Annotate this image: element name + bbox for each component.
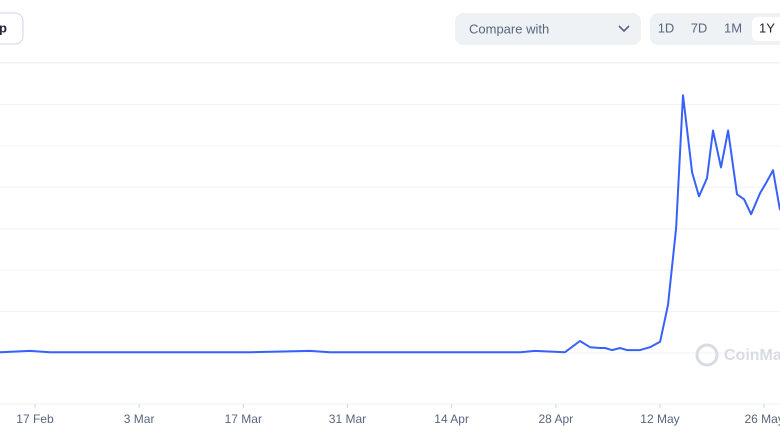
watermark: CoinMarketCap — [724, 347, 780, 364]
chevron — [618, 25, 630, 33]
range-button[interactable]: 1D — [658, 20, 675, 35]
range-button[interactable]: 7D — [691, 20, 708, 35]
x-tick-label: 3 Mar — [124, 412, 155, 426]
range-selected — [752, 17, 780, 41]
left-button-label: p — [0, 20, 7, 35]
price-line — [0, 94, 780, 354]
x-tick-label: 28 Apr — [538, 412, 573, 426]
x-tick-label: 26 May — [744, 412, 780, 426]
compare-label: Compare with — [469, 21, 549, 36]
x-tick-label: 17 Feb — [16, 412, 54, 426]
compare-dropdown[interactable] — [455, 13, 641, 45]
range-button[interactable]: 1M — [724, 20, 742, 35]
x-tick-label: 12 May — [640, 412, 679, 426]
watermark-logo — [695, 343, 719, 367]
range-button[interactable]: 1Y — [759, 20, 775, 35]
range-group — [650, 13, 780, 45]
left-button[interactable] — [0, 12, 24, 45]
x-tick-label: 17 Mar — [225, 412, 262, 426]
x-tick-label: 31 Mar — [329, 412, 366, 426]
x-tick-label: 14 Apr — [434, 412, 469, 426]
